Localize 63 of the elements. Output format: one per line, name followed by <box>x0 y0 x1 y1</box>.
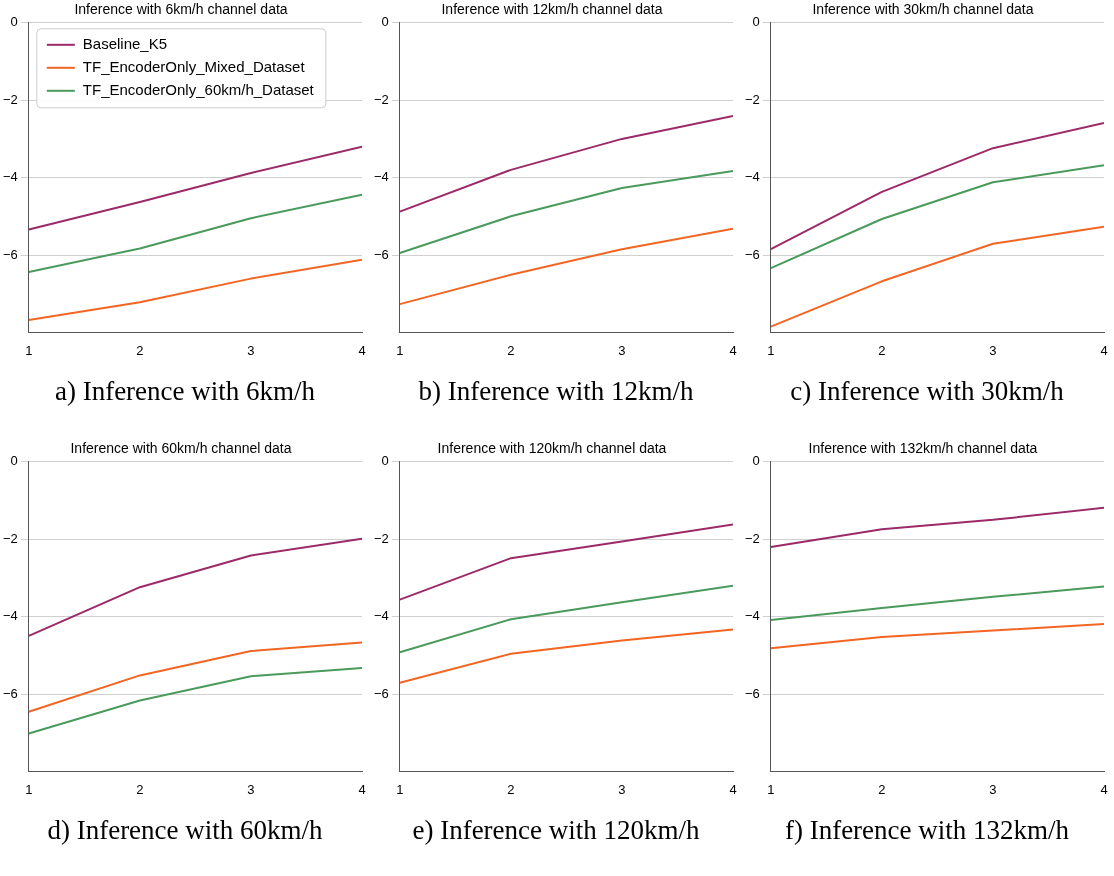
legend-label: TF_EncoderOnly_60km/h_Dataset <box>82 80 315 98</box>
x-tick-label: 2 <box>878 342 886 358</box>
y-tick-label: −6 <box>744 685 760 701</box>
x-tick-label: 1 <box>396 781 404 797</box>
x-tick-label: 1 <box>25 342 33 358</box>
y-tick-label: −4 <box>2 608 18 624</box>
text: b) Inference with 12km/h <box>417 376 695 407</box>
y-tick-label: −2 <box>373 91 389 107</box>
legend-label: TF_EncoderOnly_Mixed_Dataset <box>82 57 306 75</box>
text: f) Inference with 132km/h <box>783 815 1071 846</box>
chart-title: Inference with 6km/h channel data <box>74 1 288 18</box>
x-tick-label: 3 <box>618 342 626 358</box>
y-tick-label: −2 <box>2 91 18 107</box>
x-tick-label: 4 <box>358 781 366 797</box>
y-tick-label: 0 <box>752 453 760 469</box>
y-tick-label: 0 <box>381 453 389 469</box>
y-tick-label: −6 <box>744 246 760 262</box>
x-tick-label: 1 <box>767 781 775 797</box>
chart-title: Inference with 132km/h channel data <box>808 440 1038 457</box>
y-tick-label: −4 <box>373 608 389 624</box>
x-tick-label: 3 <box>989 342 997 358</box>
y-tick-label: 0 <box>10 453 18 469</box>
x-tick-label: 3 <box>247 342 255 358</box>
x-tick-label: 3 <box>247 781 255 797</box>
x-tick-label: 2 <box>878 781 886 797</box>
text: e) Inference with 120km/h <box>411 815 701 846</box>
y-tick-label: 0 <box>10 14 18 30</box>
x-tick-label: 4 <box>1100 342 1108 358</box>
chart-title: Inference with 12km/h channel data <box>441 1 663 18</box>
x-tick-label: 1 <box>25 781 33 797</box>
y-tick-label: −2 <box>373 530 389 546</box>
text: c) Inference with 30km/h <box>789 376 1065 407</box>
text: a) Inference with 6km/h <box>53 376 317 407</box>
x-tick-label: 2 <box>507 342 515 358</box>
y-tick-label: −2 <box>744 530 760 546</box>
y-tick-label: −6 <box>2 246 18 262</box>
y-tick-label: −6 <box>373 685 389 701</box>
x-tick-label: 4 <box>358 342 366 358</box>
x-tick-label: 4 <box>729 781 737 797</box>
y-tick-label: −4 <box>744 608 760 624</box>
y-tick-label: −4 <box>2 169 18 185</box>
y-tick-label: −4 <box>373 169 389 185</box>
chart-title: Inference with 30km/h channel data <box>812 1 1034 18</box>
y-tick-label: 0 <box>381 14 389 30</box>
y-tick-label: −4 <box>744 169 760 185</box>
x-tick-label: 4 <box>1100 781 1108 797</box>
y-tick-label: −2 <box>2 530 18 546</box>
x-tick-label: 2 <box>136 342 144 358</box>
x-tick-label: 2 <box>136 781 144 797</box>
chart-title: Inference with 60km/h channel data <box>70 440 292 457</box>
x-tick-label: 1 <box>396 342 404 358</box>
x-tick-label: 3 <box>989 781 997 797</box>
chart-title: Inference with 120km/h channel data <box>437 440 667 457</box>
y-tick-label: −6 <box>2 685 18 701</box>
legend-label: Baseline_K5 <box>82 34 168 52</box>
x-tick-label: 3 <box>618 781 626 797</box>
x-tick-label: 2 <box>507 781 515 797</box>
y-tick-label: 0 <box>752 14 760 30</box>
y-tick-label: −6 <box>373 246 389 262</box>
text: d) Inference with 60km/h <box>46 815 324 846</box>
x-tick-label: 4 <box>729 342 737 358</box>
y-tick-label: −2 <box>744 91 760 107</box>
x-tick-label: 1 <box>767 342 775 358</box>
